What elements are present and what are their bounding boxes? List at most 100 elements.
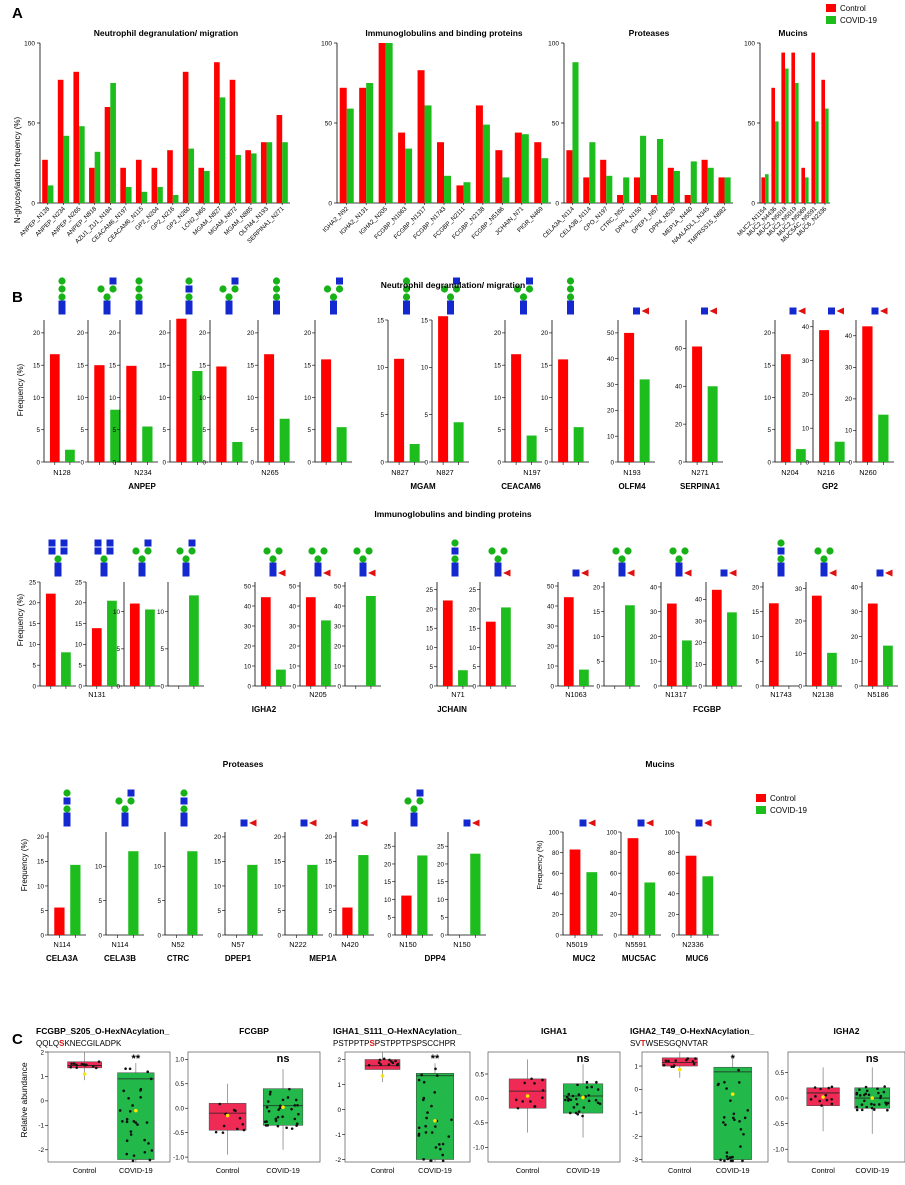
c1-point-control — [222, 1124, 226, 1128]
b2-10-ytick-label: 0 — [596, 683, 600, 690]
glcnac-square — [273, 300, 280, 308]
b3-6-ytick-label: 0 — [387, 932, 391, 939]
b1-site-label: N827 — [436, 468, 453, 477]
b2-11-ytick-label: 30 — [650, 609, 658, 616]
b3-3-ytick-label: 0 — [217, 932, 221, 939]
b2-9-ytick-label: 30 — [547, 623, 555, 630]
mannose-circle — [820, 555, 828, 563]
a0-bar-control — [151, 167, 158, 203]
b1-0-bar-control — [49, 354, 60, 462]
a1-bar-control — [475, 105, 483, 203]
glcnac-square — [58, 307, 66, 315]
c2-point-covid — [447, 1135, 451, 1138]
b3-7-bar-covid — [470, 853, 481, 935]
c5-point-covid — [865, 1105, 869, 1109]
b1-2-ytick-label: 10 — [109, 395, 117, 402]
a1-bar-control — [495, 150, 503, 203]
b3-gene-label: CELA3A — [46, 954, 78, 963]
a0-bar-covid — [79, 126, 85, 203]
b1-0-ytick-label: 20 — [33, 330, 41, 337]
b1-9-ytick-label: 15 — [494, 362, 502, 369]
c4-point-covid — [723, 1159, 726, 1163]
c5-point-covid — [870, 1102, 873, 1106]
c4-point-covid — [723, 1080, 726, 1084]
c3-point-covid — [574, 1097, 578, 1101]
c4-mean-covid — [730, 1092, 735, 1096]
b2-14-ytick-label: 20 — [795, 618, 803, 625]
c3-point-covid — [568, 1111, 572, 1115]
legend-b-control-swatch — [756, 794, 766, 802]
c0-point-covid — [125, 1152, 129, 1156]
mannose-circle — [269, 555, 277, 563]
b3m-0-ytick-label: 80 — [552, 850, 560, 857]
mannose-circle — [54, 555, 62, 563]
c2-box-control — [364, 1059, 401, 1070]
c0-significance: ** — [132, 1053, 141, 1065]
fucose-triangle — [627, 569, 635, 577]
b1-14-ytick-label: 20 — [802, 392, 810, 399]
b2-2-ytick-label: 5 — [116, 646, 120, 653]
c2-point-covid — [425, 1116, 428, 1120]
c0-mean-covid — [134, 1108, 138, 1113]
glcnac-square — [701, 307, 708, 315]
b2-0-ytick-label: 5 — [32, 663, 36, 670]
b2-7-ytick-label: 5 — [429, 664, 433, 671]
a3-bar-control — [771, 87, 775, 203]
c5-point-covid — [876, 1087, 879, 1090]
glcnac-square — [58, 300, 66, 308]
b2-5-ytick-label: 40 — [289, 603, 297, 610]
b2-11-ytick-label: 0 — [653, 683, 657, 690]
b3-1-bar-covid — [128, 851, 139, 935]
b2-1-bar-control — [91, 628, 102, 686]
mannose-circle — [440, 285, 449, 293]
c1-point-control — [242, 1128, 246, 1132]
b2-12-ytick-label: 30 — [695, 618, 703, 625]
glcnac-square — [820, 562, 828, 570]
b2-4-ytick-label: 40 — [244, 603, 252, 610]
b3-0-ytick-label: 10 — [37, 883, 45, 890]
c4-ytick-label: -2 — [632, 1134, 638, 1141]
b1-4-ytick-label: 10 — [199, 395, 207, 402]
c4-point-covid — [731, 1116, 735, 1120]
c0-frame — [47, 1051, 171, 1163]
fucose-triangle — [798, 307, 806, 315]
b2-1-ytick-label: 20 — [75, 600, 83, 607]
mannose-circle — [132, 547, 140, 555]
mannose-circle — [404, 797, 412, 805]
a0-bar-covid — [63, 135, 70, 203]
a0-bar-covid — [250, 153, 257, 203]
a0-bar-covid — [157, 187, 163, 203]
c1-point-control — [218, 1102, 222, 1106]
b2-9-bar-covid — [579, 669, 589, 686]
c2-frame — [344, 1051, 471, 1163]
c5-point-covid — [858, 1094, 862, 1097]
b3-site-label: N5019 — [566, 940, 588, 949]
b1-2-bar-control — [126, 365, 137, 462]
b2-7-ytick-label: 20 — [426, 606, 434, 613]
b3-4-bar-covid — [307, 864, 318, 935]
a0-bar-covid — [141, 191, 148, 203]
b1-7-ytick-label: 15 — [377, 317, 385, 324]
c5-point-control — [818, 1099, 822, 1103]
fucose-triangle — [588, 819, 596, 827]
b1-8-bar-covid — [453, 422, 464, 462]
a3-bar-control — [811, 52, 815, 203]
c3-point-control — [541, 1078, 544, 1082]
mannose-circle — [176, 547, 184, 555]
b1-7-ytick-label: 5 — [380, 412, 384, 419]
c5-point-control — [820, 1104, 823, 1107]
c0-point-covid — [134, 1121, 138, 1124]
c2-point-covid — [441, 1142, 445, 1146]
glcnac-square — [820, 569, 828, 577]
a1-bar-covid — [502, 177, 510, 203]
fucose-triangle — [472, 819, 480, 827]
c0-point-covid — [139, 1089, 142, 1092]
b3-7-ytick-label: 25 — [437, 844, 445, 851]
c5-ytick-label: -0.5 — [773, 1121, 784, 1128]
fucose-triangle — [836, 307, 844, 315]
b2-site-label: N2138 — [812, 690, 834, 699]
b1-11-ytick-label: 0 — [610, 459, 614, 466]
c5-point-control — [819, 1087, 822, 1091]
mannose-circle — [826, 547, 834, 555]
b3m-0-bar-control — [569, 849, 581, 935]
